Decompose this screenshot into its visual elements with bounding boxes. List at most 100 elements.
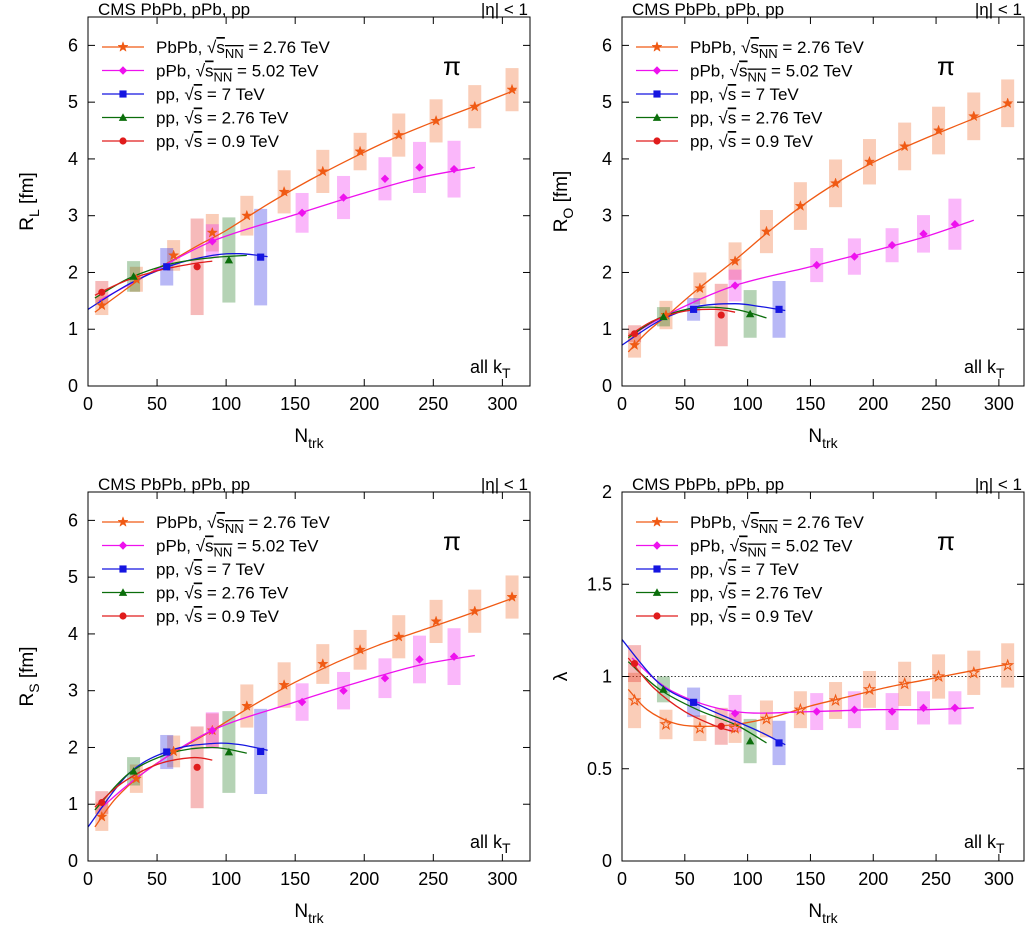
data-point-pp7	[257, 253, 265, 261]
x-axis-label-sub: trk	[822, 910, 839, 926]
data-point-PbPb	[506, 83, 518, 95]
x-tick-label: 250	[418, 394, 448, 414]
radicand-sub: NN	[214, 70, 233, 85]
data-point-pp276	[659, 312, 668, 321]
legend-prefix: PbPb,	[156, 38, 207, 57]
experiment-label: CMS PbPb, pPb, pp	[632, 475, 784, 494]
data-point-pp7	[163, 748, 171, 756]
data-point-pp09	[630, 660, 639, 668]
kt-label-sub: T	[502, 840, 511, 856]
data-point-PbPb	[898, 676, 912, 690]
legend-marker-pp09	[119, 612, 127, 620]
sqrt-sign: √	[718, 584, 728, 603]
radicand: s	[205, 537, 214, 556]
x-tick-label: 300	[984, 869, 1014, 889]
legend-suffix: = 0.9 TeV	[736, 132, 813, 151]
sqrt-sign: √	[196, 537, 206, 556]
plot-area	[622, 639, 1024, 766]
legend-prefix: pp,	[690, 584, 718, 603]
legend-prefix: pp,	[690, 560, 718, 579]
legend-label-pPb: pPb, √sNN = 5.02 TeV	[156, 62, 319, 85]
legend-marker-pPb	[652, 541, 662, 550]
x-tick-label: 50	[675, 869, 695, 889]
data-point-PbPb	[430, 615, 442, 627]
y-tick-label: 3	[68, 206, 78, 226]
data-point-PbPb	[1001, 658, 1015, 672]
legend-label-pPb: pPb, √sNN = 5.02 TeV	[690, 537, 853, 560]
fit-curve-pp09	[94, 756, 213, 808]
y-tick-label: 6	[68, 35, 78, 55]
fit-curve-pp276	[627, 661, 767, 744]
legend-suffix: = 5.02 TeV	[766, 537, 853, 556]
sqrt-sign: √	[730, 537, 740, 556]
data-point-PbPb	[506, 591, 518, 602]
legend-suffix: = 5.02 TeV	[232, 62, 319, 81]
data-point-PbPb	[628, 339, 641, 351]
data-point-PbPb	[241, 700, 253, 711]
y-tick-label: 3	[602, 206, 612, 226]
kt-label-sub: T	[502, 365, 511, 381]
data-point-PbPb	[759, 712, 774, 725]
legend-prefix: pp,	[690, 607, 718, 626]
x-tick-label: 300	[487, 869, 517, 889]
radicand: s	[750, 38, 759, 57]
legend-marker-PbPb	[651, 41, 663, 52]
data-point-pp276	[659, 685, 668, 693]
y-axis-label-sub: L	[26, 209, 42, 217]
kt-label-sub: T	[996, 365, 1005, 381]
y-tick-label: 4	[68, 149, 78, 169]
x-axis-label: Ntrk	[808, 901, 838, 926]
x-tick-label: 200	[349, 394, 379, 414]
data-point-PbPb	[967, 665, 981, 679]
radicand-sub: NN	[225, 521, 244, 536]
panel-top-left: 0 50 100 150 200 250 300 0 1 2 3 4 5 6 Ntrk RL [fm] CMS …	[17, 0, 531, 451]
error-band-PbPb	[967, 650, 981, 695]
kt-label: all kT	[964, 357, 1005, 381]
legend-suffix: = 0.9 TeV	[202, 132, 279, 151]
panel-top-right: 0 50 100 150 200 250 300 0 1 2 3 4 5 6 Ntrk RO [fm] CMS …	[551, 0, 1025, 451]
y-tick-label: 2	[68, 737, 78, 757]
x-tick-label: 0	[83, 394, 93, 414]
x-tick-label: 100	[733, 869, 763, 889]
sqrt-sign: √	[207, 38, 217, 57]
data-point-PbPb	[828, 693, 843, 707]
kt-label: all kT	[964, 832, 1005, 856]
radicand: s	[216, 38, 225, 57]
y-axis-label: RL [fm]	[17, 172, 42, 230]
data-point-pp276	[745, 736, 755, 745]
legend-label-pp276: pp, √s = 2.76 TeV	[156, 584, 289, 603]
data-point-PbPb	[393, 630, 405, 642]
data-point-pp276	[224, 255, 234, 264]
legend-marker-pp7	[119, 90, 127, 98]
legend-prefix: pp,	[156, 584, 184, 603]
y-tick-label: 2	[602, 262, 612, 282]
data-point-pp7	[257, 747, 265, 756]
x-tick-label: 0	[617, 869, 627, 889]
legend-label-pp09: pp, √s = 0.9 TeV	[156, 132, 280, 151]
y-tick-label: 3	[68, 681, 78, 701]
data-point-PbPb	[1001, 97, 1014, 109]
error-band-PbPb	[932, 654, 946, 699]
data-point-pPb	[887, 241, 897, 250]
data-point-pp09	[98, 288, 106, 296]
data-point-pp7	[163, 263, 171, 271]
legend-suffix: = 5.02 TeV	[232, 537, 319, 556]
y-tick-label: 4	[68, 624, 78, 644]
x-axis-label-main: N	[294, 901, 308, 922]
data-point-PbPb	[317, 165, 329, 177]
data-point-pPb	[208, 237, 217, 246]
legend-marker-pPb	[118, 541, 128, 550]
fit-curve-pPb	[98, 654, 475, 811]
error-band-PbPb	[659, 709, 673, 740]
data-point-pPb	[449, 652, 459, 661]
data-point-PbPb	[469, 100, 481, 112]
x-tick-label: 300	[487, 394, 517, 414]
sqrt-sign: √	[718, 132, 728, 151]
data-point-PbPb	[96, 810, 108, 822]
legend-prefix: pPb,	[690, 537, 730, 556]
data-point-pp7	[775, 739, 783, 747]
y-axis-label-main: R	[551, 219, 572, 233]
legend-label-pp7: pp, √s = 7 TeV	[156, 560, 265, 579]
data-point-PbPb	[729, 255, 741, 267]
data-point-PbPb	[278, 185, 290, 197]
